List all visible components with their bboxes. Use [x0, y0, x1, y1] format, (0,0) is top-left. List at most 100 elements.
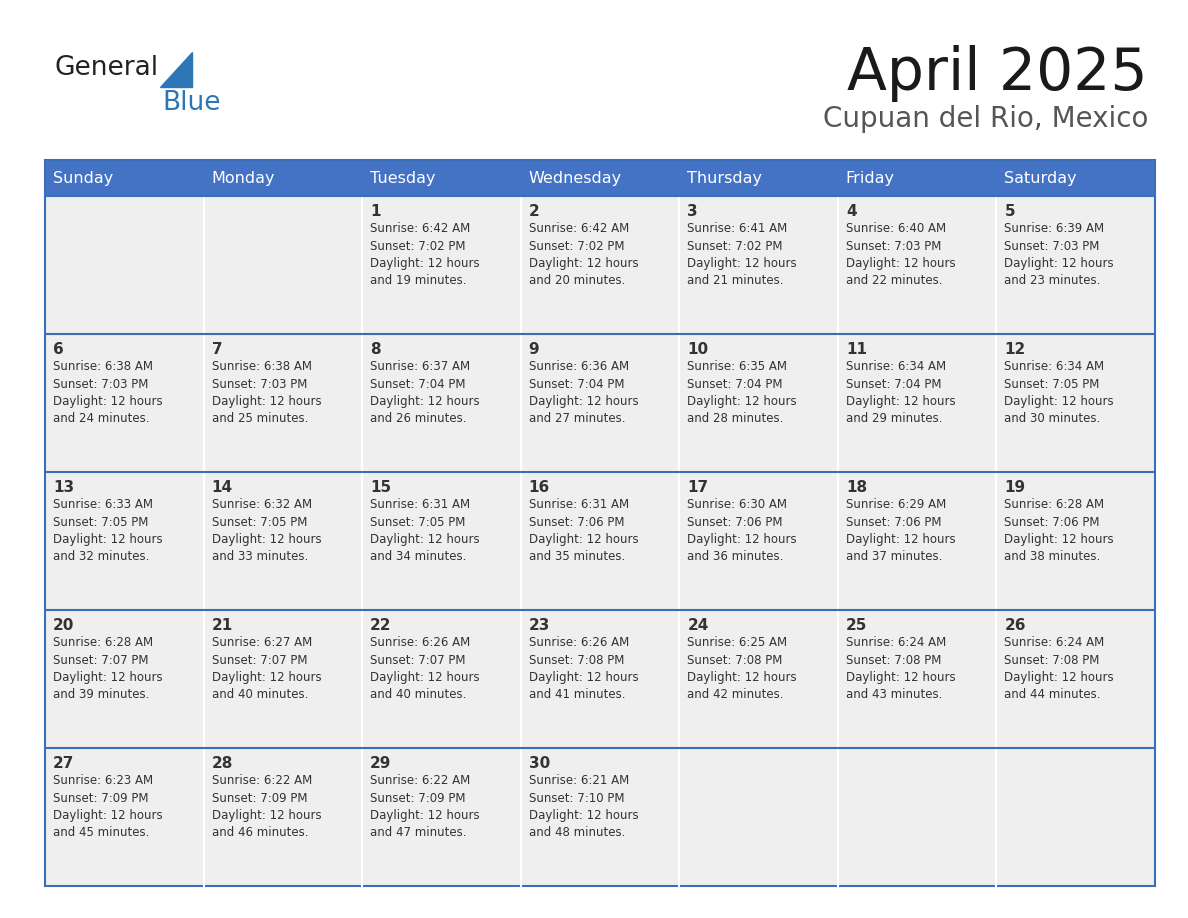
Text: Sunday: Sunday	[53, 171, 113, 185]
Text: 25: 25	[846, 618, 867, 633]
Bar	[680, 472, 838, 610]
Bar	[680, 160, 838, 196]
Text: 10: 10	[688, 342, 708, 357]
Text: Sunrise: 6:24 AM
Sunset: 7:08 PM
Daylight: 12 hours
and 44 minutes.: Sunrise: 6:24 AM Sunset: 7:08 PM Dayligh…	[1004, 636, 1114, 701]
Bar	[997, 160, 1155, 196]
Text: Sunrise: 6:34 AM
Sunset: 7:05 PM
Daylight: 12 hours
and 30 minutes.: Sunrise: 6:34 AM Sunset: 7:05 PM Dayligh…	[1004, 360, 1114, 426]
Bar	[520, 196, 680, 334]
Text: Sunrise: 6:26 AM
Sunset: 7:07 PM
Daylight: 12 hours
and 40 minutes.: Sunrise: 6:26 AM Sunset: 7:07 PM Dayligh…	[371, 636, 480, 701]
Text: Sunrise: 6:32 AM
Sunset: 7:05 PM
Daylight: 12 hours
and 33 minutes.: Sunrise: 6:32 AM Sunset: 7:05 PM Dayligh…	[211, 498, 321, 564]
Bar	[45, 334, 203, 472]
Bar	[203, 748, 362, 886]
Text: 17: 17	[688, 480, 708, 495]
Text: Sunrise: 6:27 AM
Sunset: 7:07 PM
Daylight: 12 hours
and 40 minutes.: Sunrise: 6:27 AM Sunset: 7:07 PM Dayligh…	[211, 636, 321, 701]
Text: Sunrise: 6:21 AM
Sunset: 7:10 PM
Daylight: 12 hours
and 48 minutes.: Sunrise: 6:21 AM Sunset: 7:10 PM Dayligh…	[529, 774, 638, 839]
Text: 4: 4	[846, 204, 857, 219]
Text: Sunrise: 6:28 AM
Sunset: 7:07 PM
Daylight: 12 hours
and 39 minutes.: Sunrise: 6:28 AM Sunset: 7:07 PM Dayligh…	[53, 636, 163, 701]
Text: 30: 30	[529, 756, 550, 771]
Text: 26: 26	[1004, 618, 1026, 633]
Text: Cupuan del Rio, Mexico: Cupuan del Rio, Mexico	[822, 105, 1148, 133]
Text: Sunrise: 6:29 AM
Sunset: 7:06 PM
Daylight: 12 hours
and 37 minutes.: Sunrise: 6:29 AM Sunset: 7:06 PM Dayligh…	[846, 498, 955, 564]
Text: Sunrise: 6:35 AM
Sunset: 7:04 PM
Daylight: 12 hours
and 28 minutes.: Sunrise: 6:35 AM Sunset: 7:04 PM Dayligh…	[688, 360, 797, 426]
Bar	[45, 472, 203, 610]
Text: 5: 5	[1004, 204, 1015, 219]
Bar	[362, 196, 520, 334]
Bar	[838, 472, 997, 610]
Text: 19: 19	[1004, 480, 1025, 495]
Bar	[838, 196, 997, 334]
Text: 21: 21	[211, 618, 233, 633]
Text: 7: 7	[211, 342, 222, 357]
Bar	[203, 334, 362, 472]
Bar	[997, 334, 1155, 472]
Bar	[362, 748, 520, 886]
Text: Sunrise: 6:38 AM
Sunset: 7:03 PM
Daylight: 12 hours
and 24 minutes.: Sunrise: 6:38 AM Sunset: 7:03 PM Dayligh…	[53, 360, 163, 426]
Text: Saturday: Saturday	[1004, 171, 1078, 185]
Bar	[838, 160, 997, 196]
Text: 23: 23	[529, 618, 550, 633]
Text: Thursday: Thursday	[688, 171, 763, 185]
Text: Friday: Friday	[846, 171, 895, 185]
Bar	[997, 610, 1155, 748]
Text: 18: 18	[846, 480, 867, 495]
Bar	[362, 472, 520, 610]
Bar	[520, 610, 680, 748]
Text: 28: 28	[211, 756, 233, 771]
Text: 15: 15	[371, 480, 391, 495]
Text: 2: 2	[529, 204, 539, 219]
Text: Sunrise: 6:42 AM
Sunset: 7:02 PM
Daylight: 12 hours
and 19 minutes.: Sunrise: 6:42 AM Sunset: 7:02 PM Dayligh…	[371, 222, 480, 287]
Polygon shape	[160, 52, 192, 87]
Text: Sunrise: 6:42 AM
Sunset: 7:02 PM
Daylight: 12 hours
and 20 minutes.: Sunrise: 6:42 AM Sunset: 7:02 PM Dayligh…	[529, 222, 638, 287]
Text: 14: 14	[211, 480, 233, 495]
Bar	[203, 610, 362, 748]
Text: Sunrise: 6:22 AM
Sunset: 7:09 PM
Daylight: 12 hours
and 46 minutes.: Sunrise: 6:22 AM Sunset: 7:09 PM Dayligh…	[211, 774, 321, 839]
Text: 3: 3	[688, 204, 697, 219]
Bar	[680, 748, 838, 886]
Text: 8: 8	[371, 342, 381, 357]
Bar	[362, 610, 520, 748]
Text: 20: 20	[53, 618, 75, 633]
Text: Sunrise: 6:31 AM
Sunset: 7:05 PM
Daylight: 12 hours
and 34 minutes.: Sunrise: 6:31 AM Sunset: 7:05 PM Dayligh…	[371, 498, 480, 564]
Text: Sunrise: 6:37 AM
Sunset: 7:04 PM
Daylight: 12 hours
and 26 minutes.: Sunrise: 6:37 AM Sunset: 7:04 PM Dayligh…	[371, 360, 480, 426]
Text: Sunrise: 6:39 AM
Sunset: 7:03 PM
Daylight: 12 hours
and 23 minutes.: Sunrise: 6:39 AM Sunset: 7:03 PM Dayligh…	[1004, 222, 1114, 287]
Text: Blue: Blue	[162, 90, 221, 116]
Bar	[997, 748, 1155, 886]
Text: Wednesday: Wednesday	[529, 171, 621, 185]
Bar	[203, 160, 362, 196]
Text: Sunrise: 6:34 AM
Sunset: 7:04 PM
Daylight: 12 hours
and 29 minutes.: Sunrise: 6:34 AM Sunset: 7:04 PM Dayligh…	[846, 360, 955, 426]
Text: Sunrise: 6:25 AM
Sunset: 7:08 PM
Daylight: 12 hours
and 42 minutes.: Sunrise: 6:25 AM Sunset: 7:08 PM Dayligh…	[688, 636, 797, 701]
Bar	[362, 160, 520, 196]
Text: 1: 1	[371, 204, 380, 219]
Text: 9: 9	[529, 342, 539, 357]
Bar	[45, 748, 203, 886]
Text: 27: 27	[53, 756, 75, 771]
Text: Sunrise: 6:24 AM
Sunset: 7:08 PM
Daylight: 12 hours
and 43 minutes.: Sunrise: 6:24 AM Sunset: 7:08 PM Dayligh…	[846, 636, 955, 701]
Bar	[362, 334, 520, 472]
Bar	[45, 610, 203, 748]
Bar	[45, 196, 203, 334]
Text: Sunrise: 6:38 AM
Sunset: 7:03 PM
Daylight: 12 hours
and 25 minutes.: Sunrise: 6:38 AM Sunset: 7:03 PM Dayligh…	[211, 360, 321, 426]
Text: 22: 22	[371, 618, 392, 633]
Text: Sunrise: 6:33 AM
Sunset: 7:05 PM
Daylight: 12 hours
and 32 minutes.: Sunrise: 6:33 AM Sunset: 7:05 PM Dayligh…	[53, 498, 163, 564]
Bar	[838, 334, 997, 472]
Bar	[45, 160, 203, 196]
Bar	[203, 472, 362, 610]
Bar	[997, 472, 1155, 610]
Bar	[680, 334, 838, 472]
Text: Sunrise: 6:41 AM
Sunset: 7:02 PM
Daylight: 12 hours
and 21 minutes.: Sunrise: 6:41 AM Sunset: 7:02 PM Dayligh…	[688, 222, 797, 287]
Bar	[680, 196, 838, 334]
Text: Monday: Monday	[211, 171, 276, 185]
Bar	[520, 748, 680, 886]
Bar	[680, 610, 838, 748]
Text: Sunrise: 6:23 AM
Sunset: 7:09 PM
Daylight: 12 hours
and 45 minutes.: Sunrise: 6:23 AM Sunset: 7:09 PM Dayligh…	[53, 774, 163, 839]
Bar	[838, 748, 997, 886]
Text: Tuesday: Tuesday	[371, 171, 436, 185]
Text: 16: 16	[529, 480, 550, 495]
Text: Sunrise: 6:31 AM
Sunset: 7:06 PM
Daylight: 12 hours
and 35 minutes.: Sunrise: 6:31 AM Sunset: 7:06 PM Dayligh…	[529, 498, 638, 564]
Text: April 2025: April 2025	[847, 45, 1148, 102]
Text: 29: 29	[371, 756, 392, 771]
Text: Sunrise: 6:30 AM
Sunset: 7:06 PM
Daylight: 12 hours
and 36 minutes.: Sunrise: 6:30 AM Sunset: 7:06 PM Dayligh…	[688, 498, 797, 564]
Text: Sunrise: 6:28 AM
Sunset: 7:06 PM
Daylight: 12 hours
and 38 minutes.: Sunrise: 6:28 AM Sunset: 7:06 PM Dayligh…	[1004, 498, 1114, 564]
Bar	[520, 334, 680, 472]
Bar	[520, 472, 680, 610]
